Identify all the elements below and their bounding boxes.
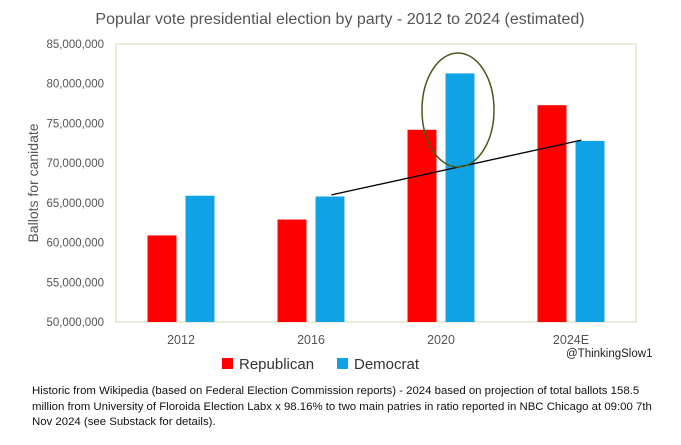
y-tick-label: 80,000,000 xyxy=(46,79,104,91)
y-axis-label: Ballots for canidate xyxy=(25,123,41,242)
bar-republican xyxy=(147,235,177,322)
legend-label-democrat: Democrat xyxy=(354,356,420,373)
y-tick-label: 60,000,000 xyxy=(46,238,104,250)
legend-swatch-democrat xyxy=(337,358,348,369)
x-tick-label: 2024E xyxy=(553,333,589,347)
y-tick-label: 50,000,000 xyxy=(46,317,104,329)
y-tick-label: 55,000,000 xyxy=(46,277,104,289)
legend-label-republican: Republican xyxy=(239,356,314,373)
bar-republican xyxy=(537,105,567,322)
y-tick-label: 85,000,000 xyxy=(46,39,104,51)
bar-democrat xyxy=(315,196,345,322)
footnote: Historic from Wikipedia (based on Federa… xyxy=(32,385,652,428)
x-tick-label: 2012 xyxy=(167,333,195,347)
x-tick-label: 2016 xyxy=(297,333,325,347)
highlight-ellipse xyxy=(421,52,495,168)
bar-democrat xyxy=(575,140,605,322)
chart-svg: Popular vote presidential election by pa… xyxy=(25,11,652,373)
bar-democrat xyxy=(445,73,475,322)
y-tick-label: 75,000,000 xyxy=(46,118,104,130)
bar-republican xyxy=(407,129,437,322)
y-tick-label: 65,000,000 xyxy=(46,198,104,210)
legend-swatch-republican xyxy=(222,358,233,369)
bar-democrat xyxy=(185,195,215,322)
chart-title: Popular vote presidential election by pa… xyxy=(95,11,584,28)
plot-area-border xyxy=(115,43,637,323)
bar-republican xyxy=(277,219,307,322)
y-tick-label: 70,000,000 xyxy=(46,158,104,170)
x-tick-label: 2020 xyxy=(427,333,455,347)
watermark: @ThinkingSlow1 xyxy=(566,348,652,360)
